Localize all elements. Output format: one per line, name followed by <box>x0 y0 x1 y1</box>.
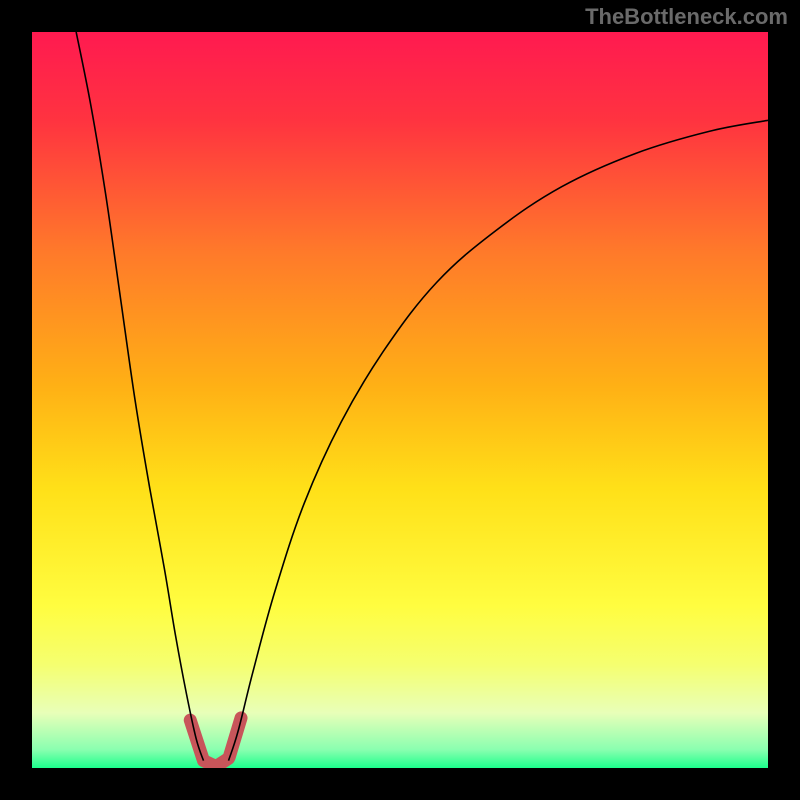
plot-area <box>32 32 768 768</box>
curve-layer <box>32 32 768 768</box>
curve-left <box>76 32 203 761</box>
watermark-text: TheBottleneck.com <box>585 4 788 30</box>
curve-right <box>229 120 768 760</box>
plot-wrapper <box>32 32 768 768</box>
